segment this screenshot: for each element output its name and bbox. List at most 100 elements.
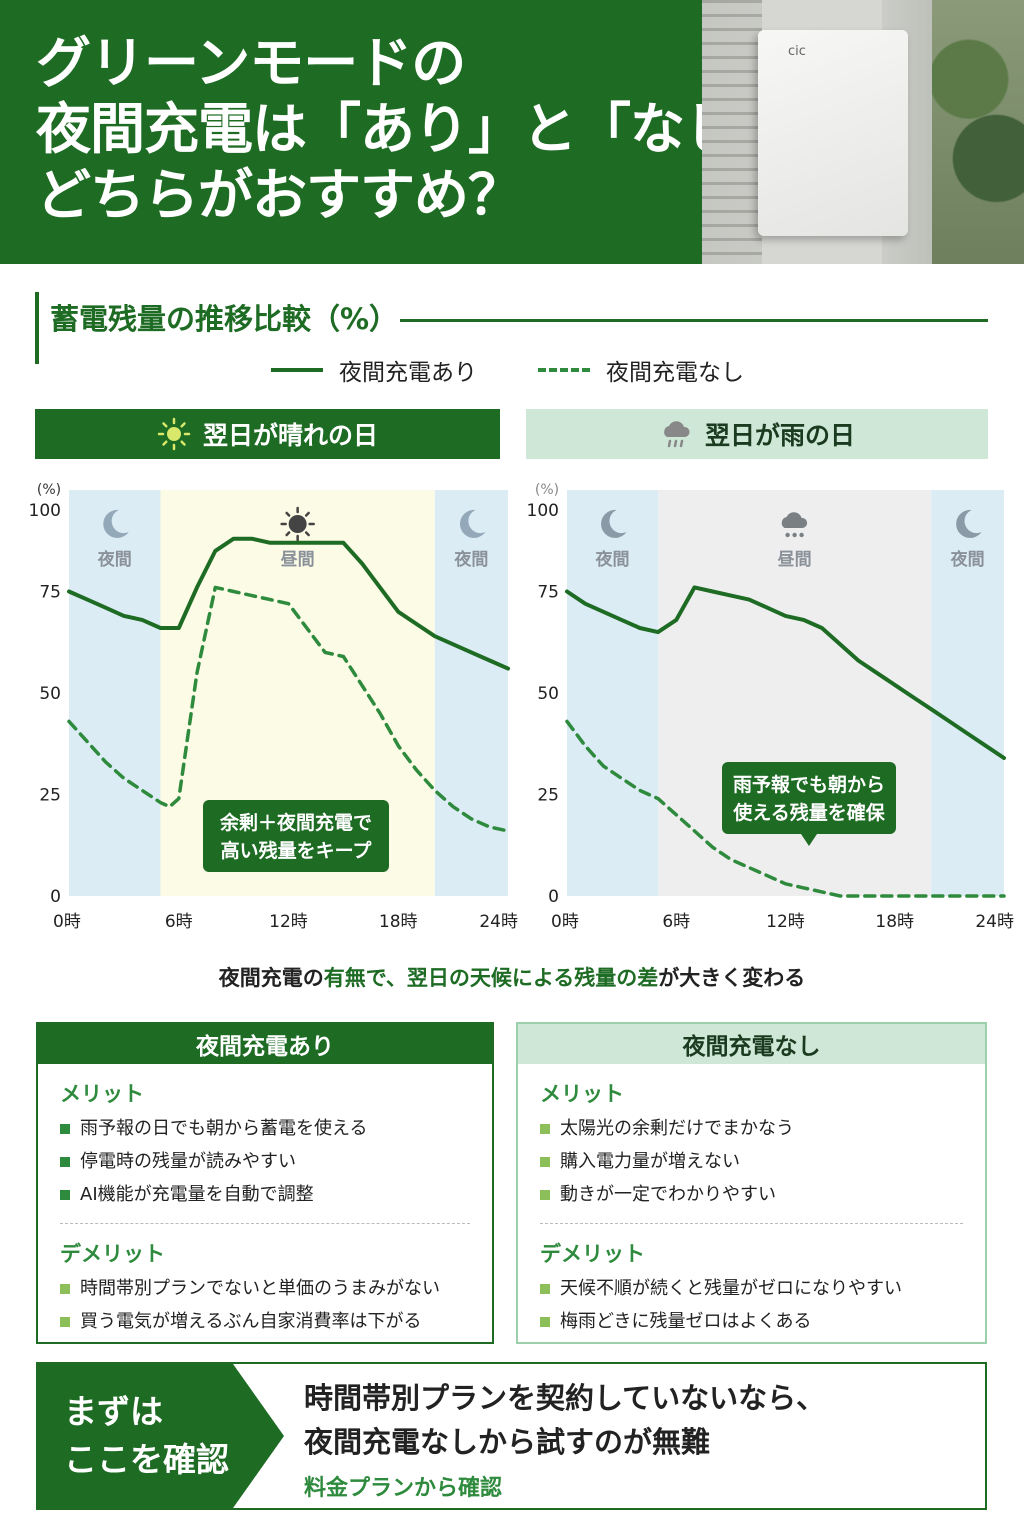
demerit-text: 梅雨どきに残量ゼロはよくある	[560, 1311, 812, 1332]
y-tick-label: 50	[39, 684, 61, 704]
chart-summary: 夜間充電の有無で、翌日の天候による残量の差が大きく変わる	[0, 962, 1024, 992]
cloud-shape	[781, 512, 808, 528]
compare-box-with: 夜間充電あり メリット 雨予報の日でも朝から蓄電を使える 停電時の残量が読みやす…	[36, 1022, 494, 1344]
sun-ray	[304, 531, 310, 537]
battery-unit-photo: cic	[702, 0, 1024, 264]
rain-drop	[792, 532, 797, 538]
divider	[60, 1223, 470, 1224]
trees-background	[932, 0, 1024, 264]
x-tick-label: 0時	[551, 912, 579, 932]
band-night	[567, 490, 659, 896]
title-line-2: 夜間充電は「あり」と「なし」	[36, 97, 793, 161]
compare-title-with: 夜間充電あり	[38, 1024, 492, 1064]
series-line-without	[67, 585, 510, 833]
y-tick-label: 75	[39, 583, 61, 603]
annotation-text: 高い残量をキープ	[221, 839, 373, 862]
cta-link[interactable]: 料金プランから確認	[304, 1476, 503, 1501]
summary-part-3: が大きく変わる	[658, 966, 806, 990]
panel-title-sunny: 翌日が晴れの日	[35, 409, 500, 459]
bullet-square-icon	[60, 1156, 70, 1167]
rain-drop	[799, 532, 804, 538]
y-tick-label: 100	[527, 501, 559, 521]
y-tick-label: 25	[39, 786, 61, 806]
panel-title-rainy-label: 翌日が雨の日	[704, 421, 855, 450]
legend-item-with: 夜間充電あり	[271, 354, 477, 386]
summary-part-2: 有無で、翌日の天候による残量の差	[323, 966, 659, 990]
divider	[540, 1223, 963, 1224]
y-tick-label: 25	[537, 786, 559, 806]
y-tick-label: 0	[50, 887, 61, 907]
bullet-square-icon	[540, 1156, 550, 1167]
x-tick-label: 24時	[975, 912, 1014, 932]
x-tick-label: 12時	[766, 912, 805, 932]
demerit-list: 時間帯別プランでないと単価のうまみがない 買う電気が増えるぶん自家消費率は下がる	[60, 1272, 492, 1338]
series-line-with	[565, 585, 1006, 760]
band-label: 夜間	[97, 549, 132, 570]
list-item: 梅雨どきに残量ゼロはよくある	[540, 1305, 985, 1338]
bullet-square-icon	[540, 1189, 550, 1200]
sun-ray	[285, 511, 291, 517]
rain-cloud-icon	[659, 417, 693, 451]
legend-solid-swatch	[271, 368, 323, 372]
legend-label-without: 夜間充電なし	[606, 360, 744, 386]
list-item: 天候不順が続くと残量がゼロになりやすい	[540, 1272, 985, 1305]
chart-rainy: 夜間 昼間 夜間 (%) 0 25 50 75 100 0時 6時 12時 18時 24時 雨予報でも朝から…	[527, 482, 1014, 932]
demerit-heading: デメリット	[540, 1242, 645, 1266]
x-tick-label: 0時	[53, 912, 81, 932]
list-item: 購入電力量が増えない	[540, 1145, 985, 1178]
moon-icon	[459, 509, 486, 538]
title-line-3: どちらがおすすめ？	[36, 163, 523, 227]
x-tick-label: 18時	[379, 912, 418, 932]
section-accent-bar	[35, 292, 39, 364]
cta-badge-line-1: まずは	[64, 1392, 163, 1431]
annotation-text: 余剰＋夜間充電で	[219, 811, 372, 834]
cta-message-line-2: 夜間充電なしから試すのが無難	[304, 1425, 711, 1459]
title-line-1: グリーンモードの	[36, 31, 466, 95]
demerit-text: 買う電気が増えるぶん自家消費率は下がる	[80, 1311, 422, 1332]
cta-badge-line-2: ここを確認	[64, 1440, 229, 1479]
list-item: 動きが一定でわかりやすい	[540, 1178, 985, 1211]
merit-heading: メリット	[60, 1082, 144, 1106]
y-tick-label: 50	[537, 684, 559, 704]
panel-title-sunny-label: 翌日が晴れの日	[202, 421, 378, 450]
legend-item-without: 夜間充電なし	[538, 354, 744, 386]
merit-list: 太陽光の余剰だけでまかなう 購入電力量が増えない 動きが一定でわかりやすい	[540, 1112, 985, 1211]
bullet-square-icon	[60, 1283, 70, 1294]
x-tick-label: 24時	[479, 912, 518, 932]
moon-icon	[103, 509, 129, 538]
panel-title-rainy: 翌日が雨の日	[526, 409, 988, 459]
merit-text: 購入電力量が増えない	[560, 1151, 740, 1172]
sun-ray	[285, 531, 291, 537]
series-line-without	[565, 719, 1006, 898]
sun-core	[288, 515, 307, 533]
y-tick-label: 100	[29, 501, 61, 521]
unit-logo: cic	[788, 44, 806, 59]
summary-part-1: 夜間充電の	[218, 966, 324, 990]
cta-box: まずは ここを確認 時間帯別プランを契約していないなら、 夜間充電なしから試すの…	[36, 1362, 987, 1510]
demerit-heading: デメリット	[60, 1242, 165, 1266]
compare-box-without: 夜間充電なし メリット 太陽光の余剰だけでまかなう 購入電力量が増えない 動きが…	[516, 1022, 987, 1344]
annotation-pointer	[801, 834, 817, 846]
battery-unit: cic	[758, 30, 908, 236]
brick-wall	[702, 0, 762, 264]
band-label: 夜間	[595, 549, 630, 570]
merit-list: 雨予報の日でも朝から蓄電を使える 停電時の残量が読みやすい AI機能が充電量を自…	[60, 1112, 492, 1211]
legend-label-with: 夜間充電あり	[339, 360, 477, 386]
annotation-box	[203, 800, 389, 872]
x-tick-label: 12時	[269, 912, 308, 932]
annotation-text: 使える残量を確保	[732, 801, 885, 824]
legend-dashed-swatch	[538, 368, 590, 372]
rain-drop	[785, 532, 790, 538]
chart-sunny: 夜間 昼間 夜間 (%) 0 25 50 75 100 0時 6時 12時 18時 24時 余剰＋夜間充電で…	[29, 482, 518, 932]
cta-badge: まずは ここを確認	[64, 1388, 229, 1484]
demerit-list: 天候不順が続くと残量がゼロになりやすい 梅雨どきに残量ゼロはよくある	[540, 1272, 985, 1338]
bullet-square-icon	[540, 1316, 550, 1327]
y-tick-label: 0	[548, 887, 559, 907]
bullet-square-icon	[60, 1123, 70, 1134]
y-axis-label: (%)	[37, 482, 61, 498]
cta-message: 時間帯別プランを契約していないなら、 夜間充電なしから試すのが無難	[304, 1376, 825, 1464]
band-label: 夜間	[453, 549, 488, 570]
band-night	[931, 490, 1004, 896]
